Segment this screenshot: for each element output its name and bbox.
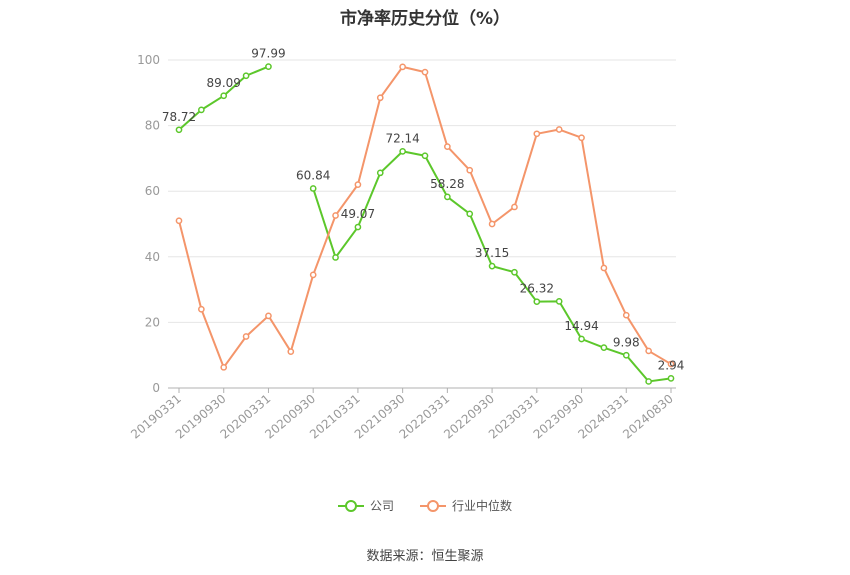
industry-median-series-point	[376, 94, 384, 102]
industry-median-series-point	[444, 143, 451, 150]
series-lines	[175, 63, 675, 385]
data-label: 72.14	[385, 131, 419, 145]
company-series-point	[667, 375, 675, 382]
chart-title: 市净率历史分位（%）	[339, 9, 511, 29]
company-series-point	[533, 298, 541, 306]
legend-line-marker-icon	[420, 499, 446, 512]
data-label: 14.94	[564, 319, 598, 333]
data-label: 58.28	[430, 177, 464, 191]
company-series-point	[376, 169, 384, 177]
industry-median-series-point	[309, 271, 317, 279]
company-series-point	[622, 351, 630, 359]
axes: 0204060801002019033120190930202003312020…	[128, 53, 676, 442]
industry-median-series-point	[354, 181, 362, 188]
grid-lines	[168, 59, 676, 323]
company-series-point	[578, 335, 585, 343]
y-tick-label: 80	[145, 119, 160, 133]
company-series-point	[354, 223, 362, 231]
data-label: 49.07	[341, 207, 375, 221]
industry-median-series-point	[667, 360, 675, 368]
company-series-point	[466, 210, 474, 218]
legend-line-marker-icon	[337, 499, 364, 512]
y-tick-label: 20	[145, 315, 160, 329]
y-tick-label: 40	[145, 250, 160, 264]
company-series-point	[421, 152, 429, 160]
industry-median-series-point	[600, 264, 608, 272]
source-note: 数据来源：恒生聚源	[366, 549, 484, 564]
x-tick-label: 20240830	[620, 392, 676, 442]
company-series-point	[399, 148, 406, 155]
industry-median-series-point	[220, 363, 228, 371]
industry-median-series-point	[265, 312, 272, 320]
company-series-point	[600, 344, 608, 352]
industry-median-series-point	[175, 217, 183, 225]
industry-median-series-point	[578, 134, 585, 142]
data-labels: 78.72 89.09 97.99 60.84 49.07 72.14 58.28 37.15…	[162, 47, 685, 373]
data-label: 97.99	[251, 47, 285, 61]
industry-median-series-point	[533, 130, 541, 138]
data-label: 2.94	[658, 358, 685, 372]
data-label: 37.15	[475, 246, 509, 260]
company-series-point	[265, 63, 272, 70]
industry-median-series-point	[242, 333, 250, 340]
legend-item-industry-median[interactable]: 行业中位数	[420, 497, 512, 514]
data-label: 60.84	[296, 168, 330, 182]
company-series-point	[555, 298, 563, 305]
industry-median-series-point	[287, 348, 295, 355]
legend-item-company[interactable]: 公司	[337, 497, 394, 514]
industry-median-series-point	[555, 126, 563, 133]
legend-label: 行业中位数	[452, 499, 513, 513]
company-series-point	[175, 126, 183, 134]
company-series-point	[488, 262, 496, 270]
industry-median-series-point	[511, 203, 518, 211]
y-tick-label: 60	[145, 184, 160, 198]
company-series-point	[242, 72, 250, 80]
company-series-point	[444, 193, 451, 201]
company-series-point	[309, 185, 317, 192]
data-label: 89.09	[207, 76, 241, 90]
industry-median-series-point	[645, 347, 652, 355]
industry-median-series-point	[332, 212, 339, 219]
data-label: 26.32	[520, 282, 554, 296]
company-series-point	[198, 106, 205, 114]
y-tick-label: 100	[137, 53, 160, 67]
industry-median-series-point	[198, 305, 205, 313]
y-tick-label: 0	[152, 381, 160, 395]
industry-median-series-point	[399, 63, 406, 71]
data-label: 78.72	[162, 110, 196, 124]
industry-median-series-point	[421, 68, 429, 76]
industry-median-series-point	[488, 220, 496, 228]
company-series-point	[220, 92, 228, 100]
legend: 公司 行业中位数	[0, 497, 850, 514]
legend-label: 公司	[369, 499, 394, 513]
company-series-point	[645, 378, 652, 385]
company-series-point	[511, 268, 518, 276]
industry-median-series-point	[466, 166, 474, 174]
data-label: 9.98	[613, 335, 640, 349]
company-series-point	[332, 254, 339, 261]
industry-median-series-point	[622, 311, 630, 319]
